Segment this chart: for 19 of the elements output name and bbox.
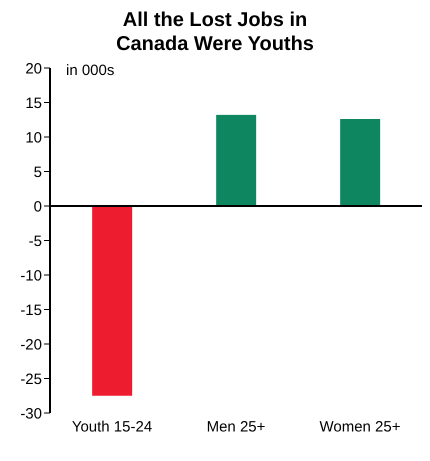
y-tick-label: -20	[20, 336, 42, 354]
y-tick-label: -5	[28, 232, 42, 250]
y-tick-label: 10	[25, 129, 42, 146]
y-tick-label: -25	[20, 370, 42, 388]
y-axis-title: in 000s	[66, 62, 114, 79]
chart-title: All the Lost Jobs in Canada Were Youths	[115, 8, 315, 56]
bar	[340, 119, 380, 206]
y-tick-label: 15	[25, 94, 42, 112]
y-tick-label: 5	[34, 164, 42, 181]
bar	[216, 114, 256, 206]
x-tick-label: Women 25+	[319, 418, 401, 436]
bar	[92, 206, 132, 396]
y-tick-label: 0	[34, 198, 42, 216]
y-tick-label: 20	[25, 60, 42, 78]
y-tick-label: -15	[20, 302, 42, 319]
x-tick-label: Men 25+	[206, 418, 266, 436]
y-tick-label: -30	[20, 405, 42, 422]
y-tick-label: -10	[20, 267, 42, 284]
x-tick-label: Youth 15-24	[72, 418, 152, 436]
